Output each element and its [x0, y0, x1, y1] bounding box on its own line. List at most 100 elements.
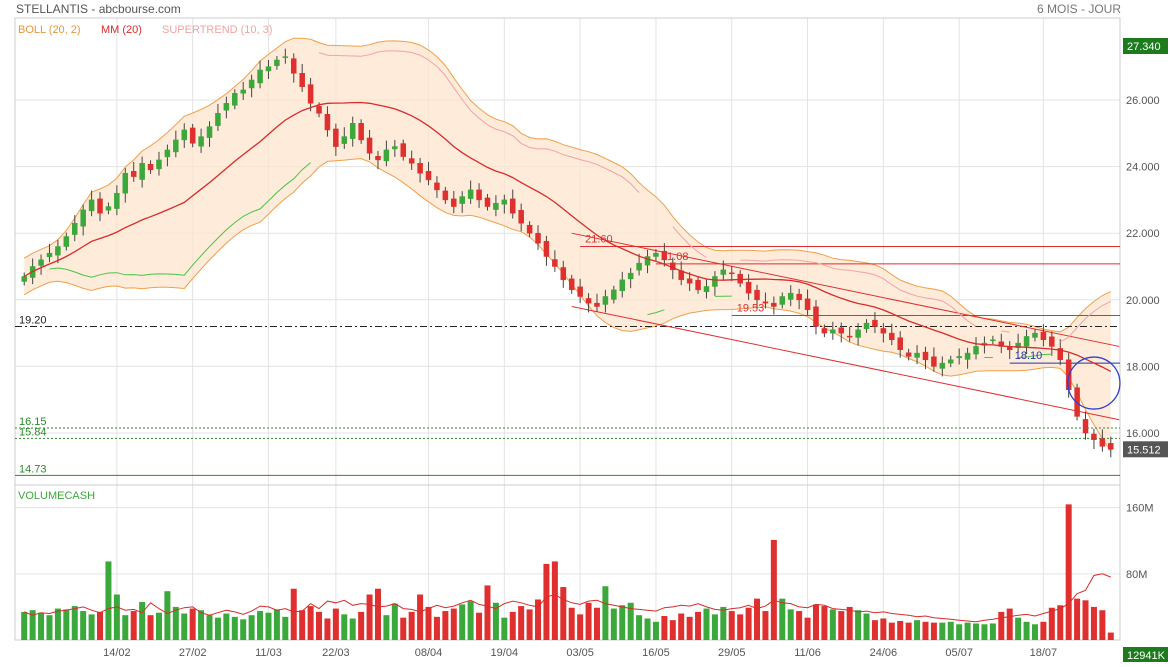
volume-bar [29, 610, 36, 640]
price-tick-label: 22.000 [1126, 228, 1160, 240]
candle-body [703, 286, 710, 293]
bollinger-bands [23, 37, 1112, 452]
candle-body [905, 352, 912, 357]
volume-bar [501, 617, 508, 640]
date-tick-label: 24/06 [870, 647, 898, 659]
volume-bar [871, 620, 878, 640]
volume-bar [88, 614, 95, 640]
date-tick-label: 05/07 [945, 647, 973, 659]
candle-body [46, 252, 53, 258]
volume-bar [1048, 607, 1055, 640]
date-tick-label: 03/05 [566, 647, 594, 659]
candle-body [762, 301, 769, 304]
candle-body [1099, 438, 1106, 447]
candle-body [467, 189, 474, 199]
top-price-badge: 27.340 [1127, 41, 1161, 53]
volume-bar [1031, 624, 1038, 640]
level-label: 21.08 [661, 251, 689, 263]
volume-bar [122, 615, 129, 640]
volume-bar [46, 615, 53, 640]
candle-body [97, 198, 103, 214]
volume-bar [425, 606, 432, 640]
candle-body [518, 209, 524, 224]
volume-bar [476, 612, 483, 640]
candle-body [88, 199, 95, 212]
volume-bar [484, 585, 491, 640]
volume-bar [711, 614, 718, 640]
candle-body [1091, 433, 1097, 440]
candle-body [417, 162, 423, 174]
volume-panel [21, 504, 1114, 640]
bollinger-upper [23, 37, 1112, 333]
volume-bar [686, 616, 693, 640]
candle-body [434, 182, 440, 191]
volume-bar [543, 563, 550, 640]
candle-body [189, 127, 196, 144]
legend-supertrend: SUPERTREND (10, 3) [162, 24, 272, 36]
volume-bar [358, 611, 365, 640]
candle-body [366, 137, 373, 154]
price-tick-label: 18.000 [1126, 361, 1160, 373]
volume-bar [829, 609, 836, 640]
last-price-badge-bg [1123, 441, 1168, 458]
legend-boll: BOLL (20, 2) [18, 24, 81, 36]
candle-body [779, 296, 786, 305]
volume-bar [97, 611, 104, 640]
volume-bar [644, 618, 651, 640]
volume-bar [728, 611, 735, 640]
volume-bar [38, 612, 45, 640]
candle-body [400, 143, 406, 157]
volume-bar [257, 611, 264, 640]
volume-title: VOLUMECASH [18, 490, 95, 502]
volume-bar [737, 614, 744, 640]
candle-body [796, 293, 802, 301]
volume-bar [155, 612, 162, 640]
volume-bar [492, 602, 499, 640]
candle-body [627, 272, 634, 280]
price-tick-label: 26.000 [1126, 95, 1160, 107]
candle-body [964, 352, 971, 360]
candle-body [568, 278, 575, 291]
candle-body [846, 335, 853, 338]
volume-bar [1015, 617, 1022, 640]
candle-body [105, 206, 112, 211]
date-tick-label: 08/04 [415, 647, 443, 659]
candle-body [552, 259, 558, 267]
reference-label: 19.20 [19, 314, 47, 326]
volume-bar [324, 618, 331, 640]
volume-bar [787, 609, 794, 640]
volume-bar [551, 561, 558, 640]
level-label: 18.10 [1015, 350, 1043, 362]
volume-bar [526, 609, 533, 640]
volume-average-line [24, 573, 1111, 623]
volume-bar [838, 611, 845, 640]
volume-bar [695, 611, 702, 640]
candle-body [425, 170, 432, 181]
volume-bar [164, 591, 171, 640]
date-tick-label: 22/03 [322, 647, 350, 659]
volume-bar [560, 587, 567, 640]
volume-bar [282, 616, 289, 640]
date-tick-label: 14/02 [103, 647, 131, 659]
volume-bar [248, 615, 255, 640]
volume-bar [636, 615, 643, 640]
volume-bar [417, 594, 424, 640]
candle-body [880, 328, 887, 334]
volume-bar [198, 610, 205, 640]
volume-bar [1090, 606, 1097, 640]
volume-bar [998, 611, 1005, 640]
volume-bar [54, 608, 61, 640]
volume-bar [678, 613, 685, 640]
volume-bar [897, 620, 904, 640]
volume-badge-bg [1123, 647, 1168, 663]
reference-label: 16.15 [19, 416, 47, 428]
date-tick-label: 27/02 [179, 647, 207, 659]
candle-body [459, 196, 465, 204]
volume-bar [610, 608, 617, 640]
chart-period: 6 MOIS - JOUR [1037, 2, 1121, 16]
volume-bar [762, 611, 769, 640]
candle-body [375, 155, 381, 161]
volume-bar [585, 602, 592, 640]
legend-mm: MM (20) [101, 24, 142, 36]
